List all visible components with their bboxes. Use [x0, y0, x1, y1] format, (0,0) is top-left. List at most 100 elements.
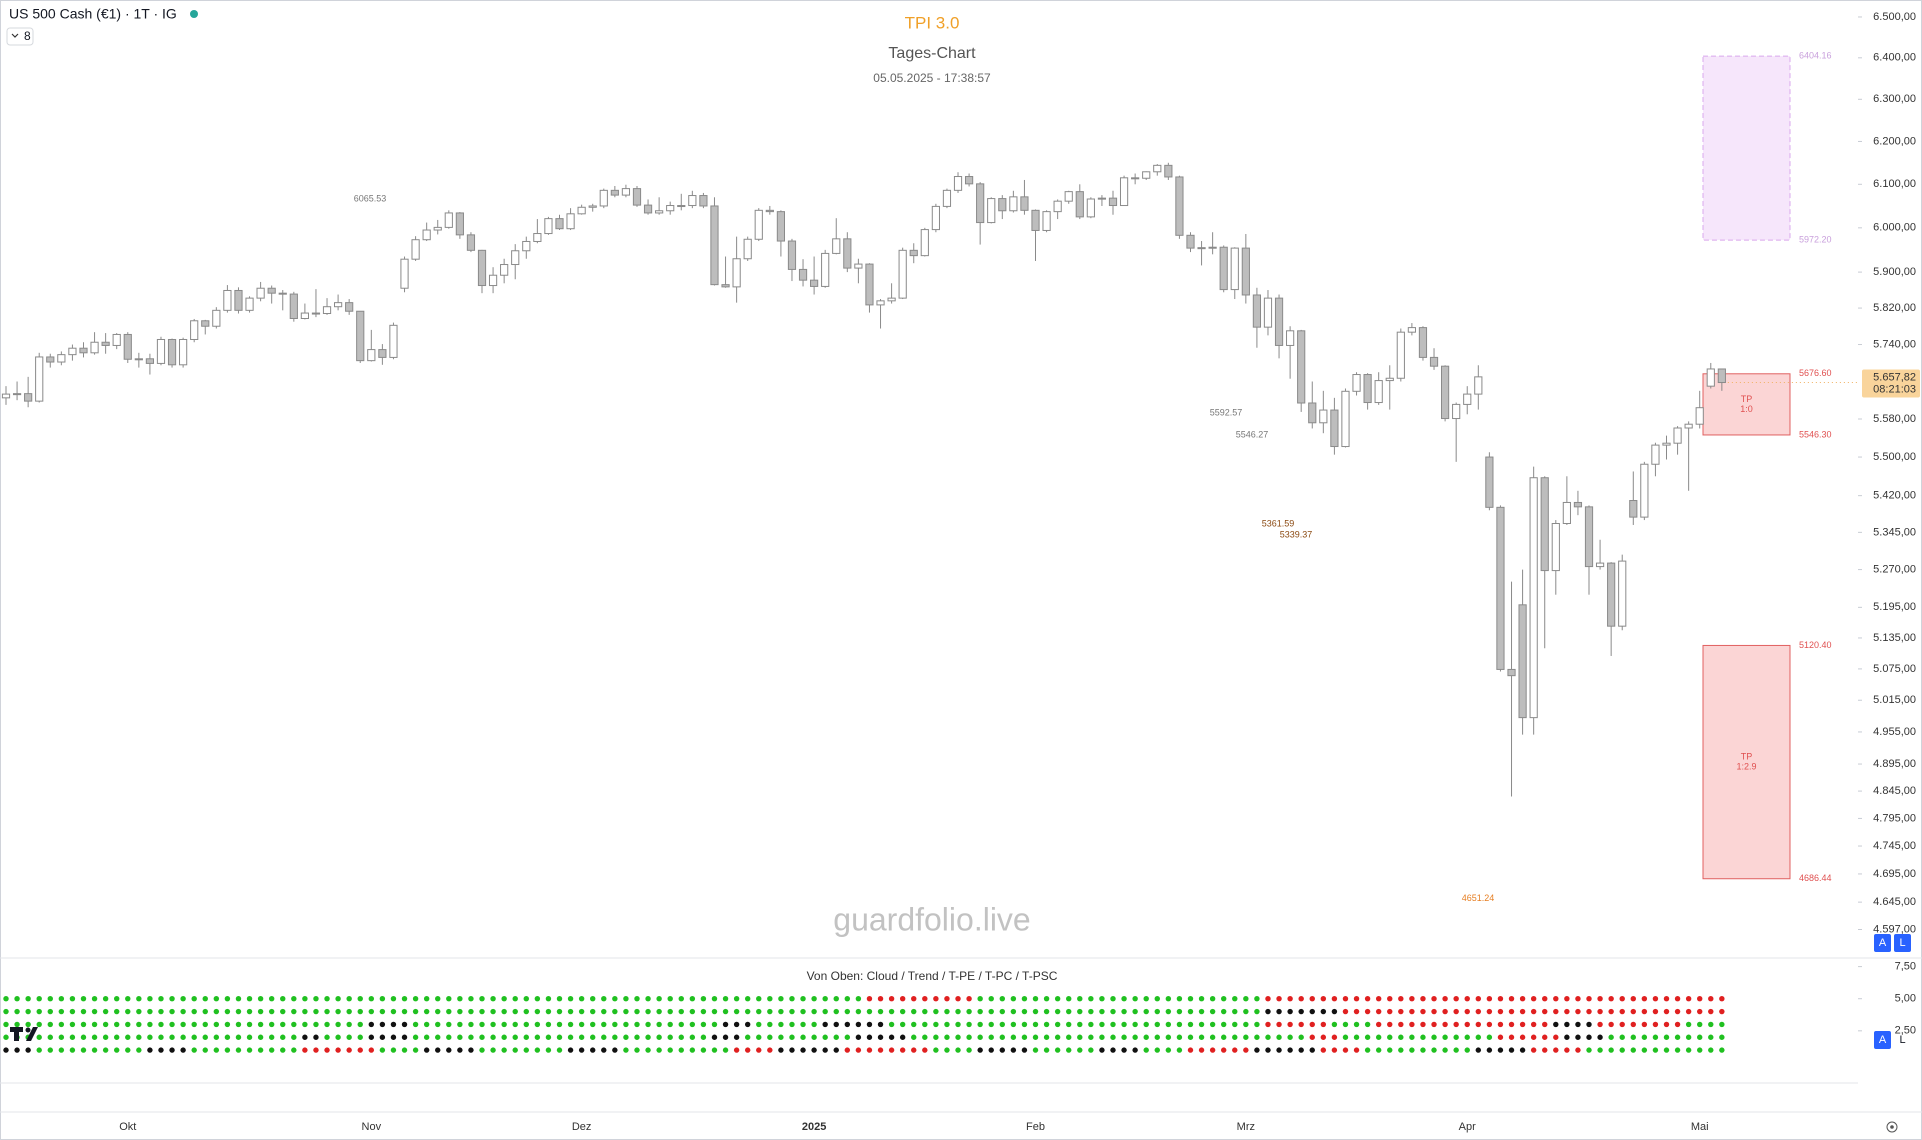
state-dot: [645, 1047, 651, 1053]
state-dot: [756, 996, 762, 1002]
candle-body: [1452, 403, 1461, 420]
zone-text: 1:0: [1740, 404, 1753, 414]
state-dot: [922, 1047, 928, 1053]
state-dot: [224, 1021, 231, 1028]
panel-auto-label[interactable]: A: [1879, 1034, 1887, 1046]
candle-body: [566, 213, 575, 230]
state-dot: [955, 1034, 961, 1040]
state-dot: [767, 996, 773, 1002]
state-dot: [1187, 1047, 1194, 1053]
state-dot: [1486, 1021, 1493, 1028]
state-dot: [601, 1021, 607, 1028]
candle-body: [1208, 246, 1217, 249]
candle-body: [488, 274, 498, 287]
panel-auto-button[interactable]: [1874, 1031, 1891, 1049]
state-dot: [1032, 996, 1039, 1002]
state-dot: [1187, 1034, 1194, 1040]
state-dot: [490, 996, 496, 1002]
x-tick-label: Dez: [572, 1121, 592, 1133]
settings-icon[interactable]: [1886, 1121, 1898, 1133]
state-dot: [1697, 996, 1703, 1002]
state-dot: [1630, 996, 1636, 1002]
candle-body: [1274, 297, 1284, 346]
candle-body: [90, 341, 99, 354]
state-dot: [700, 1047, 707, 1053]
indicator-toggle[interactable]: [6, 27, 34, 46]
dot-segment: [855, 1034, 906, 1040]
state-dot: [1708, 996, 1714, 1002]
state-dot: [988, 1047, 994, 1053]
log-scale-button[interactable]: [1894, 934, 1911, 952]
state-dot: [590, 1047, 596, 1053]
y-tick-label: 5.740,00: [1873, 338, 1916, 350]
candle-body: [798, 268, 808, 281]
state-dot: [1597, 1008, 1603, 1015]
state-dot: [1265, 1047, 1271, 1053]
candle-body: [588, 205, 597, 208]
state-dot: [1586, 1021, 1592, 1028]
state-dot: [523, 1008, 529, 1015]
y-tick-label: 4.695,00: [1873, 868, 1916, 880]
state-dot: [678, 1008, 684, 1015]
state-dot: [302, 1021, 308, 1028]
candle-body: [810, 279, 819, 287]
state-dot: [744, 1047, 751, 1053]
state-dot: [346, 1034, 352, 1040]
state-dot: [1697, 1047, 1703, 1053]
dot-segment: [1530, 1047, 1581, 1053]
state-dot: [479, 996, 485, 1002]
candle-body: [1219, 246, 1228, 291]
state-dot: [1132, 1047, 1138, 1053]
candle-body: [1429, 356, 1439, 367]
candle-body: [212, 309, 221, 327]
candle-body: [1595, 562, 1605, 568]
state-dot: [1221, 1047, 1227, 1053]
auto-scale-label[interactable]: A: [1879, 937, 1887, 949]
state-dot: [1043, 1034, 1050, 1040]
state-dot: [1719, 1047, 1725, 1053]
state-dot: [888, 1021, 895, 1028]
state-dot: [235, 1047, 242, 1053]
state-dot: [645, 996, 651, 1002]
state-dot: [866, 1034, 873, 1040]
state-dot: [91, 1008, 98, 1015]
log-scale-label[interactable]: L: [1899, 937, 1905, 949]
state-dot: [1553, 1021, 1559, 1028]
state-dot: [1232, 1034, 1238, 1040]
dot-segment: [1497, 1034, 1559, 1040]
state-dot: [744, 1021, 751, 1028]
candle-body: [1607, 562, 1616, 627]
dot-segment: [911, 1034, 1304, 1040]
dot-segment: [1586, 1047, 1725, 1053]
state-dot: [114, 1034, 120, 1040]
state-dot: [58, 1047, 65, 1053]
state-dot: [224, 1034, 231, 1040]
state-dot: [147, 1047, 153, 1053]
state-dot: [789, 996, 795, 1002]
state-dot: [722, 1021, 729, 1028]
state-dot: [534, 1034, 541, 1040]
y-tick-label: 5.580,00: [1873, 413, 1916, 425]
state-dot: [966, 1034, 972, 1040]
state-dot: [1597, 996, 1603, 1002]
state-dot: [490, 1021, 496, 1028]
state-dot: [1043, 996, 1050, 1002]
indicator-count[interactable]: 8: [24, 29, 31, 43]
state-dot: [822, 1021, 828, 1028]
state-dot: [357, 1021, 363, 1028]
settings-icon-center[interactable]: [1890, 1125, 1894, 1129]
panel-log-label[interactable]: L: [1899, 1034, 1905, 1046]
state-dot: [545, 1034, 552, 1040]
state-dot: [1143, 1034, 1149, 1040]
auto-scale-button[interactable]: [1874, 934, 1891, 952]
state-dot: [346, 1021, 352, 1028]
state-dot: [1287, 1034, 1293, 1040]
state-dot: [1564, 996, 1570, 1002]
state-dot: [789, 1021, 795, 1028]
state-dot: [14, 1047, 20, 1053]
state-dot: [1387, 1047, 1393, 1053]
state-dot: [811, 1021, 817, 1028]
state-dot: [866, 1021, 873, 1028]
candle-body: [1441, 365, 1450, 420]
state-dot: [1375, 1034, 1382, 1040]
